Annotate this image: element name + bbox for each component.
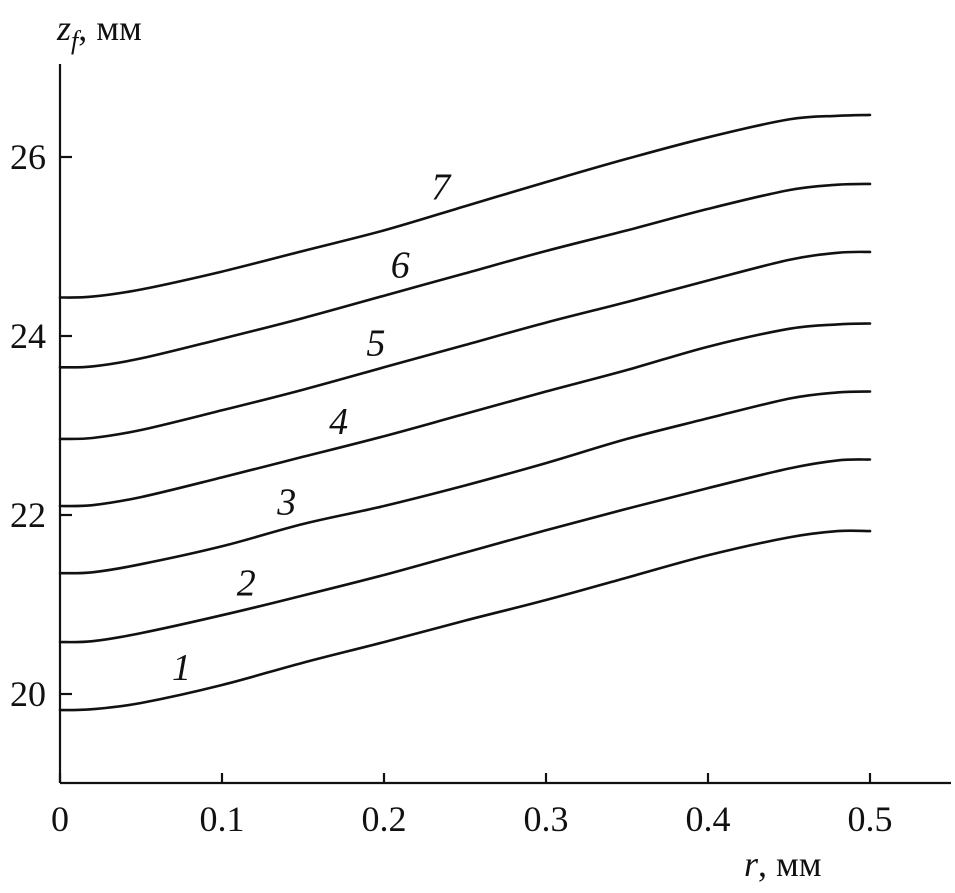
x-axis-title-unit: , мм: [758, 844, 822, 884]
series-label-1: 1: [172, 647, 191, 689]
x-tick-label: 0: [51, 799, 69, 839]
y-axis-title-unit: , мм: [78, 8, 142, 48]
series-label-4: 4: [329, 401, 348, 443]
series-label-5: 5: [366, 323, 385, 365]
y-axis-title-var: z: [56, 8, 71, 48]
x-tick-label: 0.3: [524, 799, 569, 839]
x-tick-label: 0.4: [686, 799, 731, 839]
y-ticks: 20 22 24 26: [10, 137, 72, 714]
series-line-7: [58, 113, 872, 299]
series-line-6: [58, 182, 872, 369]
y-axis-title-sub: f: [71, 26, 82, 55]
y-tick-label: 22: [10, 495, 46, 535]
x-ticks: 0 0.1 0.2 0.3 0.4 0.5: [51, 773, 893, 839]
series-label-6: 6: [391, 244, 410, 286]
series-label-3: 3: [276, 481, 296, 523]
y-tick-label: 24: [10, 316, 46, 356]
y-tick-label: 26: [10, 137, 46, 177]
x-tick-label: 0.2: [362, 799, 407, 839]
series-group: [58, 113, 872, 712]
series-line-4: [58, 322, 872, 508]
x-tick-label: 0.1: [200, 799, 245, 839]
series-label-2: 2: [237, 562, 256, 604]
y-axis-title: zf, мм: [56, 8, 142, 55]
x-axis-title: r, мм: [744, 844, 822, 884]
x-tick-label: 0.5: [848, 799, 893, 839]
series-line-1: [58, 529, 872, 712]
y-tick-label: 20: [10, 674, 46, 714]
series-label-7: 7: [431, 166, 452, 208]
series-line-2: [58, 458, 872, 644]
series-line-5: [58, 250, 872, 441]
x-axis-title-var: r: [744, 844, 759, 884]
series-line-3: [58, 390, 872, 575]
